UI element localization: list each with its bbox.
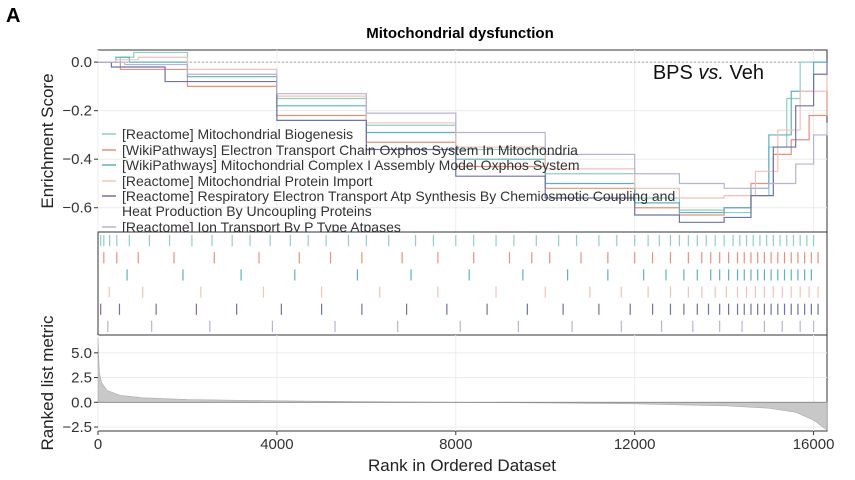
es-series-line-3 [98, 56, 827, 214]
ranked-metric-panel: 5.0 2.5 0.0 −2.5 0 4000 8000 12000 16000 Ranked… [38, 315, 834, 475]
rank-y-tick-label: −2.5 [62, 419, 92, 436]
es-series-line-5 [98, 61, 828, 223]
annotation-italic: vs. [698, 62, 724, 84]
x-tick-label: 16000 [793, 436, 835, 453]
es-y-ticks: 0.0 −0.2 −0.4 −0.6 [62, 54, 98, 217]
x-tick-label: 4000 [260, 436, 293, 453]
annotation-suffix: Veh [724, 62, 764, 84]
legend-item-label: [Reactome] Mitochondrial Biogenesis [122, 126, 353, 142]
es-lines [98, 51, 828, 223]
rank-y-tick-label: 0.0 [71, 394, 92, 411]
panel-letter: A [6, 5, 20, 27]
es-y-axis-label: Enrichment Score [38, 73, 57, 208]
rank-y-tick-label: 2.5 [71, 370, 92, 387]
es-y-tick-label: −0.2 [62, 103, 92, 120]
hit-bars [100, 235, 819, 332]
rank-y-tick-label: 5.0 [71, 345, 92, 362]
es-series-line-6 [98, 61, 828, 189]
es-y-tick-label: 0.0 [71, 54, 92, 71]
es-y-tick-label: −0.4 [62, 151, 92, 168]
rank-y-axis-label: Ranked list metric [38, 315, 57, 451]
annotation-prefix: BPS [653, 62, 699, 84]
legend-item-label: [WikiPathways] Electron Transport Chain … [122, 142, 578, 158]
es-y-tick-label: −0.6 [62, 200, 92, 217]
es-series-line-4 [98, 56, 828, 199]
es-series-line-1 [98, 51, 827, 214]
x-axis-label: Rank in Ordered Dataset [368, 456, 556, 475]
es-plot-frame [97, 49, 828, 233]
rank-plot-frame [97, 334, 828, 432]
legend: [Reactome] Mitochondrial Biogenesis[Wiki… [102, 126, 675, 235]
legend-item-label: [Reactome] Ion Transport By P Type Atpas… [122, 219, 401, 235]
x-tick-label: 0 [94, 436, 102, 453]
comparison-annotation: BPS vs. Veh [653, 62, 764, 84]
legend-item-label: [WikiPathways] Mitochondrial Complex I A… [122, 157, 580, 173]
x-tick-label: 8000 [439, 436, 472, 453]
gene-hit-panel [97, 231, 828, 336]
rank-y-ticks: 5.0 2.5 0.0 −2.5 [62, 345, 98, 436]
hit-plot-frame [97, 231, 828, 336]
x-axis-ticks: 0 4000 8000 12000 16000 [94, 431, 835, 453]
enrichment-score-panel: 0.0 −0.2 −0.4 −0.6 Enrichment Score BPS vs.… [38, 49, 828, 235]
x-tick-label: 12000 [614, 436, 656, 453]
legend-item-label: [Reactome] Respiratory Electron Transpor… [122, 188, 675, 219]
chart-title: Mitochondrial dysfunction [366, 25, 554, 42]
legend-item-label: [Reactome] Mitochondrial Protein Import [122, 173, 373, 189]
